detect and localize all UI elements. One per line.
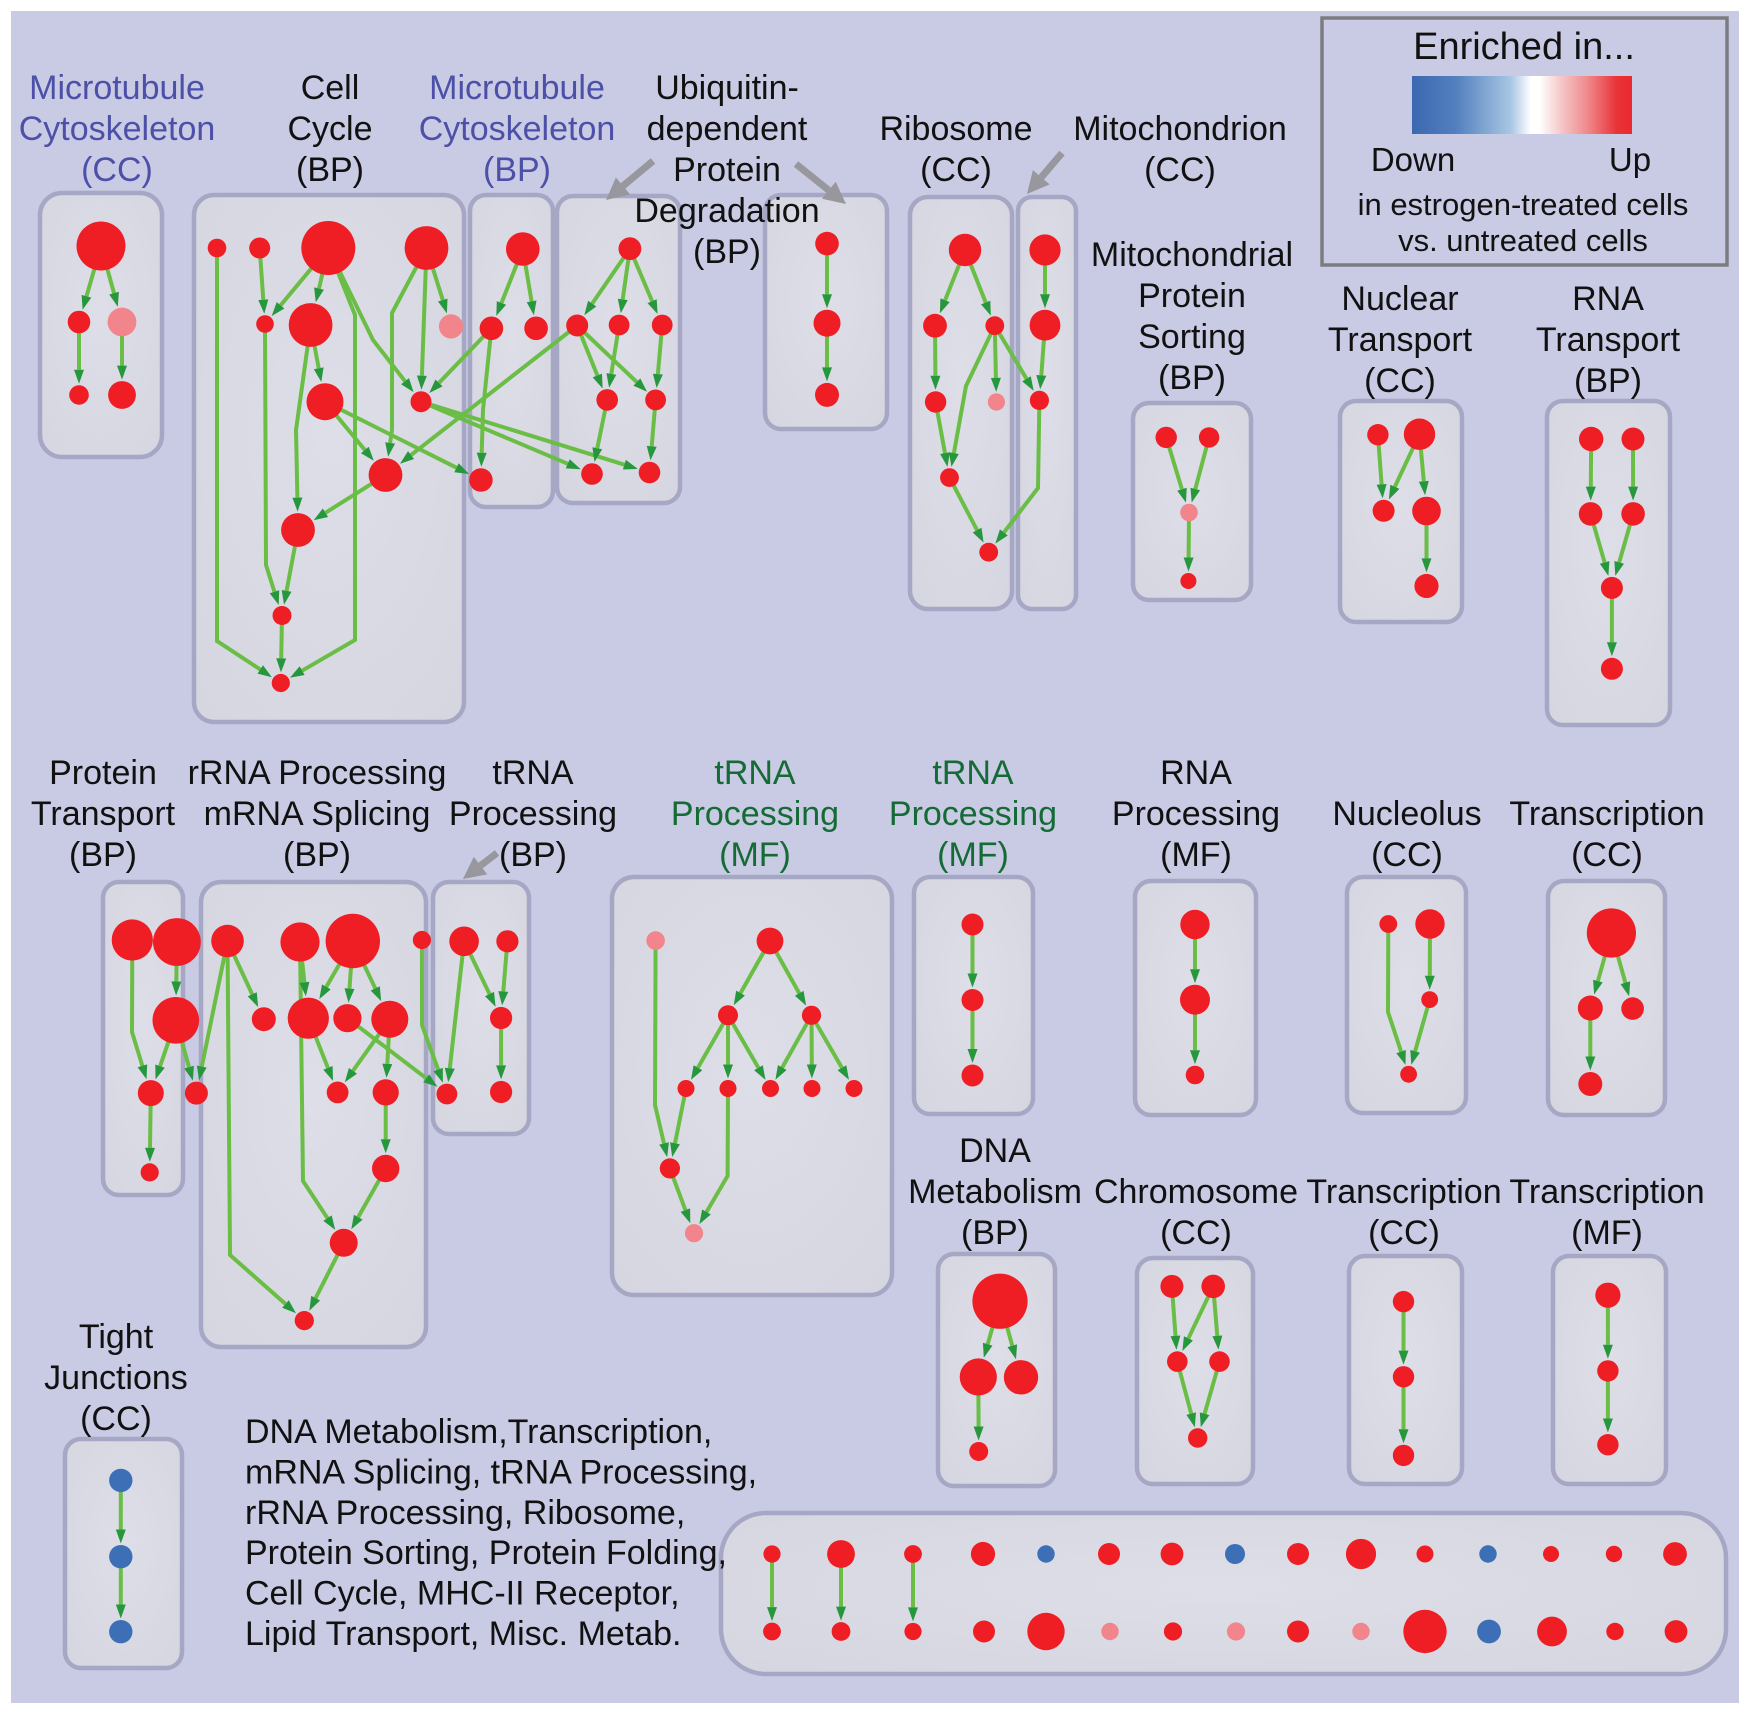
svg-text:(BP): (BP) (499, 836, 567, 874)
svg-text:Processing: Processing (1112, 795, 1280, 833)
svg-text:(BP): (BP) (283, 836, 351, 874)
svg-text:Tight: Tight (79, 1318, 154, 1356)
svg-text:Microtubule: Microtubule (29, 69, 205, 107)
svg-text:Cycle: Cycle (287, 110, 372, 148)
svg-text:Ubiquitin-: Ubiquitin- (655, 69, 799, 107)
svg-text:tRNA: tRNA (492, 754, 574, 792)
svg-text:Transcription: Transcription (1509, 1173, 1704, 1211)
svg-text:Down: Down (1371, 141, 1455, 178)
svg-text:Lipid Transport, Misc. Metab.: Lipid Transport, Misc. Metab. (245, 1615, 682, 1653)
svg-text:(BP): (BP) (296, 151, 364, 189)
svg-text:(CC): (CC) (81, 151, 153, 189)
svg-text:(MF): (MF) (1160, 836, 1232, 874)
svg-text:Ribosome: Ribosome (879, 110, 1032, 148)
svg-text:Mitochondrial: Mitochondrial (1091, 236, 1293, 274)
svg-text:(CC): (CC) (1368, 1214, 1440, 1252)
svg-text:Sorting: Sorting (1138, 318, 1246, 356)
svg-text:Degradation: Degradation (634, 192, 819, 230)
svg-text:rRNA Processing: rRNA Processing (188, 754, 447, 792)
svg-text:Protein: Protein (1138, 277, 1246, 315)
svg-text:(BP): (BP) (1574, 362, 1642, 400)
svg-text:Protein: Protein (673, 151, 781, 189)
svg-text:(CC): (CC) (1160, 1214, 1232, 1252)
svg-text:(CC): (CC) (1144, 151, 1216, 189)
svg-text:vs. untreated cells: vs. untreated cells (1398, 223, 1648, 258)
svg-text:RNA: RNA (1160, 754, 1232, 792)
svg-text:(MF): (MF) (937, 836, 1009, 874)
svg-text:Transcription: Transcription (1306, 1173, 1501, 1211)
svg-text:Transport: Transport (1328, 321, 1473, 359)
svg-text:Transport: Transport (31, 795, 176, 833)
svg-text:(BP): (BP) (483, 151, 551, 189)
svg-text:in estrogen-treated cells: in estrogen-treated cells (1358, 187, 1689, 222)
svg-text:Microtubule: Microtubule (429, 69, 605, 107)
svg-text:Junctions: Junctions (44, 1359, 188, 1397)
svg-text:(MF): (MF) (1571, 1214, 1643, 1252)
svg-text:Chromosome: Chromosome (1094, 1173, 1298, 1211)
svg-text:Metabolism: Metabolism (908, 1173, 1082, 1211)
svg-text:mRNA Splicing, tRNA Processing: mRNA Splicing, tRNA Processing, (245, 1454, 757, 1492)
svg-text:(CC): (CC) (1364, 362, 1436, 400)
svg-text:Protein: Protein (49, 754, 157, 792)
svg-text:Transcription: Transcription (1509, 795, 1704, 833)
svg-text:Cytoskeleton: Cytoskeleton (19, 110, 216, 148)
svg-text:RNA: RNA (1572, 280, 1644, 318)
svg-text:(BP): (BP) (961, 1214, 1029, 1252)
svg-text:Mitochondrion: Mitochondrion (1073, 110, 1287, 148)
svg-text:Enriched in...: Enriched in... (1413, 26, 1635, 68)
svg-text:Up: Up (1609, 141, 1651, 178)
svg-text:(CC): (CC) (80, 1400, 152, 1438)
svg-text:(BP): (BP) (69, 836, 137, 874)
svg-text:Processing: Processing (671, 795, 839, 833)
svg-text:Protein Sorting, Protein Foldi: Protein Sorting, Protein Folding, (245, 1534, 727, 1572)
svg-text:tRNA: tRNA (932, 754, 1014, 792)
svg-text:Cell Cycle, MHC-II Receptor,: Cell Cycle, MHC-II Receptor, (245, 1575, 680, 1613)
svg-text:Nuclear: Nuclear (1341, 280, 1458, 318)
svg-text:DNA: DNA (959, 1132, 1031, 1170)
svg-text:rRNA Processing, Ribosome,: rRNA Processing, Ribosome, (245, 1494, 685, 1532)
svg-text:Transport: Transport (1536, 321, 1681, 359)
svg-text:Processing: Processing (449, 795, 617, 833)
svg-text:dependent: dependent (647, 110, 808, 148)
svg-text:(CC): (CC) (920, 151, 992, 189)
svg-text:(CC): (CC) (1371, 836, 1443, 874)
svg-text:Cell: Cell (301, 69, 360, 107)
svg-text:tRNA: tRNA (714, 754, 796, 792)
svg-text:(BP): (BP) (693, 233, 761, 271)
svg-text:(CC): (CC) (1571, 836, 1643, 874)
svg-text:Processing: Processing (889, 795, 1057, 833)
svg-text:DNA Metabolism,Transcription,: DNA Metabolism,Transcription, (245, 1413, 712, 1451)
svg-text:Cytoskeleton: Cytoskeleton (419, 110, 616, 148)
svg-text:mRNA Splicing: mRNA Splicing (204, 795, 431, 833)
svg-text:(MF): (MF) (719, 836, 791, 874)
svg-text:(BP): (BP) (1158, 359, 1226, 397)
svg-text:Nucleolus: Nucleolus (1332, 795, 1481, 833)
